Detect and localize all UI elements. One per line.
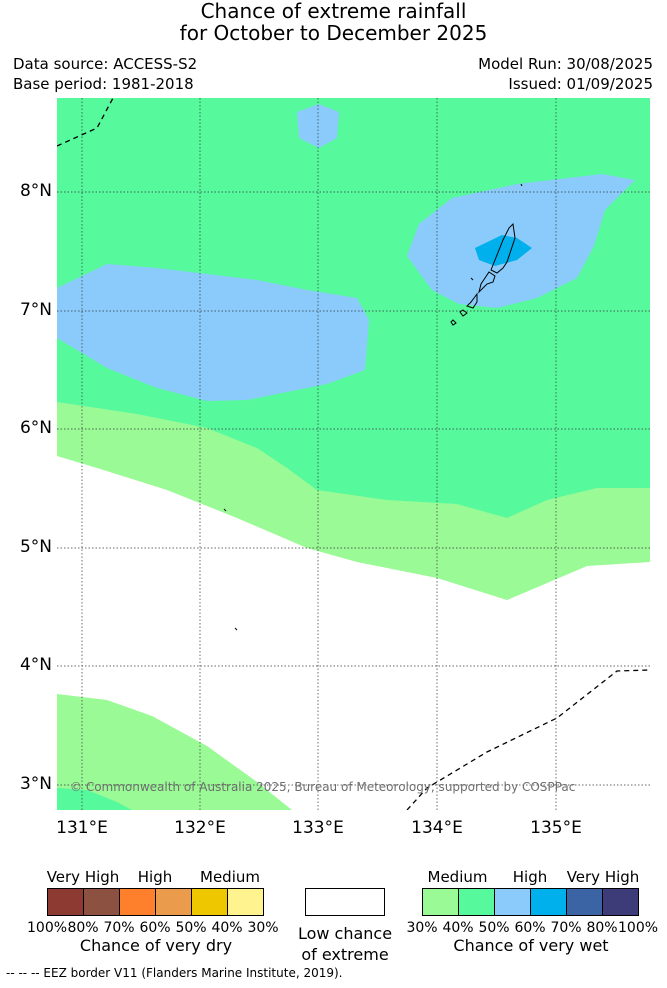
wet-swatch-70-80 bbox=[567, 889, 603, 915]
dry-swatch-70-60 bbox=[120, 889, 156, 915]
wet-50-60-west-region bbox=[57, 264, 369, 401]
wet-heading-high: High bbox=[512, 868, 548, 886]
lat-tick-8n: 8°N bbox=[19, 181, 52, 201]
dry-swatch-40-30 bbox=[228, 889, 263, 915]
eez-border bbox=[57, 98, 650, 810]
wet-label-40: 40% bbox=[442, 920, 474, 936]
lat-tick-6n: 6°N bbox=[19, 418, 52, 438]
wet-swatch-40-50 bbox=[459, 889, 495, 915]
dry-label-50: 50% bbox=[175, 920, 207, 936]
wet-40-50-southwest-patch bbox=[57, 788, 132, 810]
wet-label-70: 70% bbox=[550, 920, 582, 936]
lat-tick-4n: 4°N bbox=[19, 655, 52, 675]
data-source-label: Data source: ACCESS-S2 bbox=[13, 55, 198, 73]
map-gridlines bbox=[57, 98, 650, 810]
wet-heading-very-high: Very High bbox=[566, 868, 640, 886]
dry-label-80: 80% bbox=[67, 920, 99, 936]
lon-tick-132e: 132°E bbox=[174, 818, 226, 838]
dry-label-40: 40% bbox=[211, 920, 243, 936]
low-chance-swatch bbox=[305, 888, 385, 916]
issued-date-label: Issued: 01/09/2025 bbox=[508, 75, 653, 93]
dry-legend-title: Chance of very dry bbox=[79, 936, 233, 955]
wet-heading-medium: Medium bbox=[427, 868, 488, 886]
base-period-label: Base period: 1981-2018 bbox=[13, 75, 194, 93]
lat-tick-7n: 7°N bbox=[19, 300, 52, 320]
dry-colorbar bbox=[47, 888, 264, 916]
wet-label-50: 50% bbox=[478, 920, 510, 936]
map-copyright: © Commonwealth of Australia 2025, Bureau… bbox=[70, 780, 575, 794]
palau-islands bbox=[223, 183, 523, 631]
dry-label-30: 30% bbox=[247, 920, 279, 936]
lon-tick-134e: 134°E bbox=[411, 818, 463, 838]
lat-tick-3n: 3°N bbox=[19, 774, 52, 794]
wet-60-70-core bbox=[475, 235, 532, 266]
dry-label-100: 100% bbox=[27, 920, 68, 936]
wet-swatch-30-40 bbox=[423, 889, 459, 915]
rainfall-map: © Commonwealth of Australia 2025, Bureau… bbox=[57, 98, 650, 810]
low-chance-label-line-2: of extreme bbox=[301, 945, 389, 964]
wet-30-40-southwest-region bbox=[57, 694, 292, 810]
wet-label-30: 30% bbox=[406, 920, 438, 936]
dry-swatch-60-50 bbox=[156, 889, 192, 915]
wet-label-100: 100% bbox=[618, 920, 659, 936]
map-title-line-1: Chance of extreme rainfall bbox=[200, 0, 467, 23]
map-title-line-2: for October to December 2025 bbox=[179, 21, 488, 45]
dry-label-70: 70% bbox=[103, 920, 135, 936]
lat-tick-5n: 5°N bbox=[19, 537, 52, 557]
eez-border-footnote: -- -- -- EEZ border V11 (Flanders Marine… bbox=[6, 966, 343, 980]
dry-heading-very-high: Very High bbox=[46, 868, 120, 886]
dry-swatch-50-40 bbox=[192, 889, 228, 915]
dry-swatch-100-80 bbox=[48, 889, 84, 915]
model-run-label: Model Run: 30/08/2025 bbox=[478, 55, 653, 73]
wet-label-60: 60% bbox=[514, 920, 546, 936]
wet-label-80: 80% bbox=[586, 920, 618, 936]
dry-label-60: 60% bbox=[139, 920, 171, 936]
dry-swatch-80-70 bbox=[84, 889, 120, 915]
wet-legend-title: Chance of very wet bbox=[453, 936, 609, 955]
dry-heading-high: High bbox=[137, 868, 173, 886]
lon-tick-133e: 133°E bbox=[292, 818, 344, 838]
lon-tick-131e: 131°E bbox=[56, 818, 108, 838]
wet-swatch-80-100 bbox=[603, 889, 638, 915]
lon-tick-135e: 135°E bbox=[530, 818, 582, 838]
wet-swatch-50-60 bbox=[495, 889, 531, 915]
wet-swatch-60-70 bbox=[531, 889, 567, 915]
low-chance-label-line-1: Low chance bbox=[297, 924, 393, 943]
dry-heading-medium: Medium bbox=[200, 868, 260, 886]
wet-colorbar bbox=[422, 888, 639, 916]
